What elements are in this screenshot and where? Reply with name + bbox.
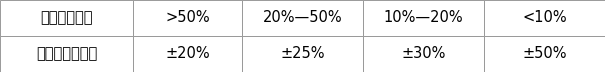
Bar [484,36,605,72]
Bar [0,36,133,72]
Bar [133,36,242,72]
Text: 允许的相对偏差: 允许的相对偏差 [36,47,97,61]
Bar [363,36,484,72]
Bar [0,0,133,36]
Text: ±30%: ±30% [401,47,446,61]
Text: <10%: <10% [522,11,567,25]
Text: ±20%: ±20% [165,47,210,61]
Text: 10%—20%: 10%—20% [384,11,463,25]
Bar [363,0,484,36]
Bar [242,36,363,72]
Text: 20%—50%: 20%—50% [263,11,342,25]
Bar [484,0,605,36]
Bar [242,0,363,36]
Text: ±50%: ±50% [522,47,567,61]
Text: ±25%: ±25% [280,47,325,61]
Text: 相对离子丰度: 相对离子丰度 [41,11,93,25]
Text: >50%: >50% [165,11,210,25]
Bar [133,0,242,36]
